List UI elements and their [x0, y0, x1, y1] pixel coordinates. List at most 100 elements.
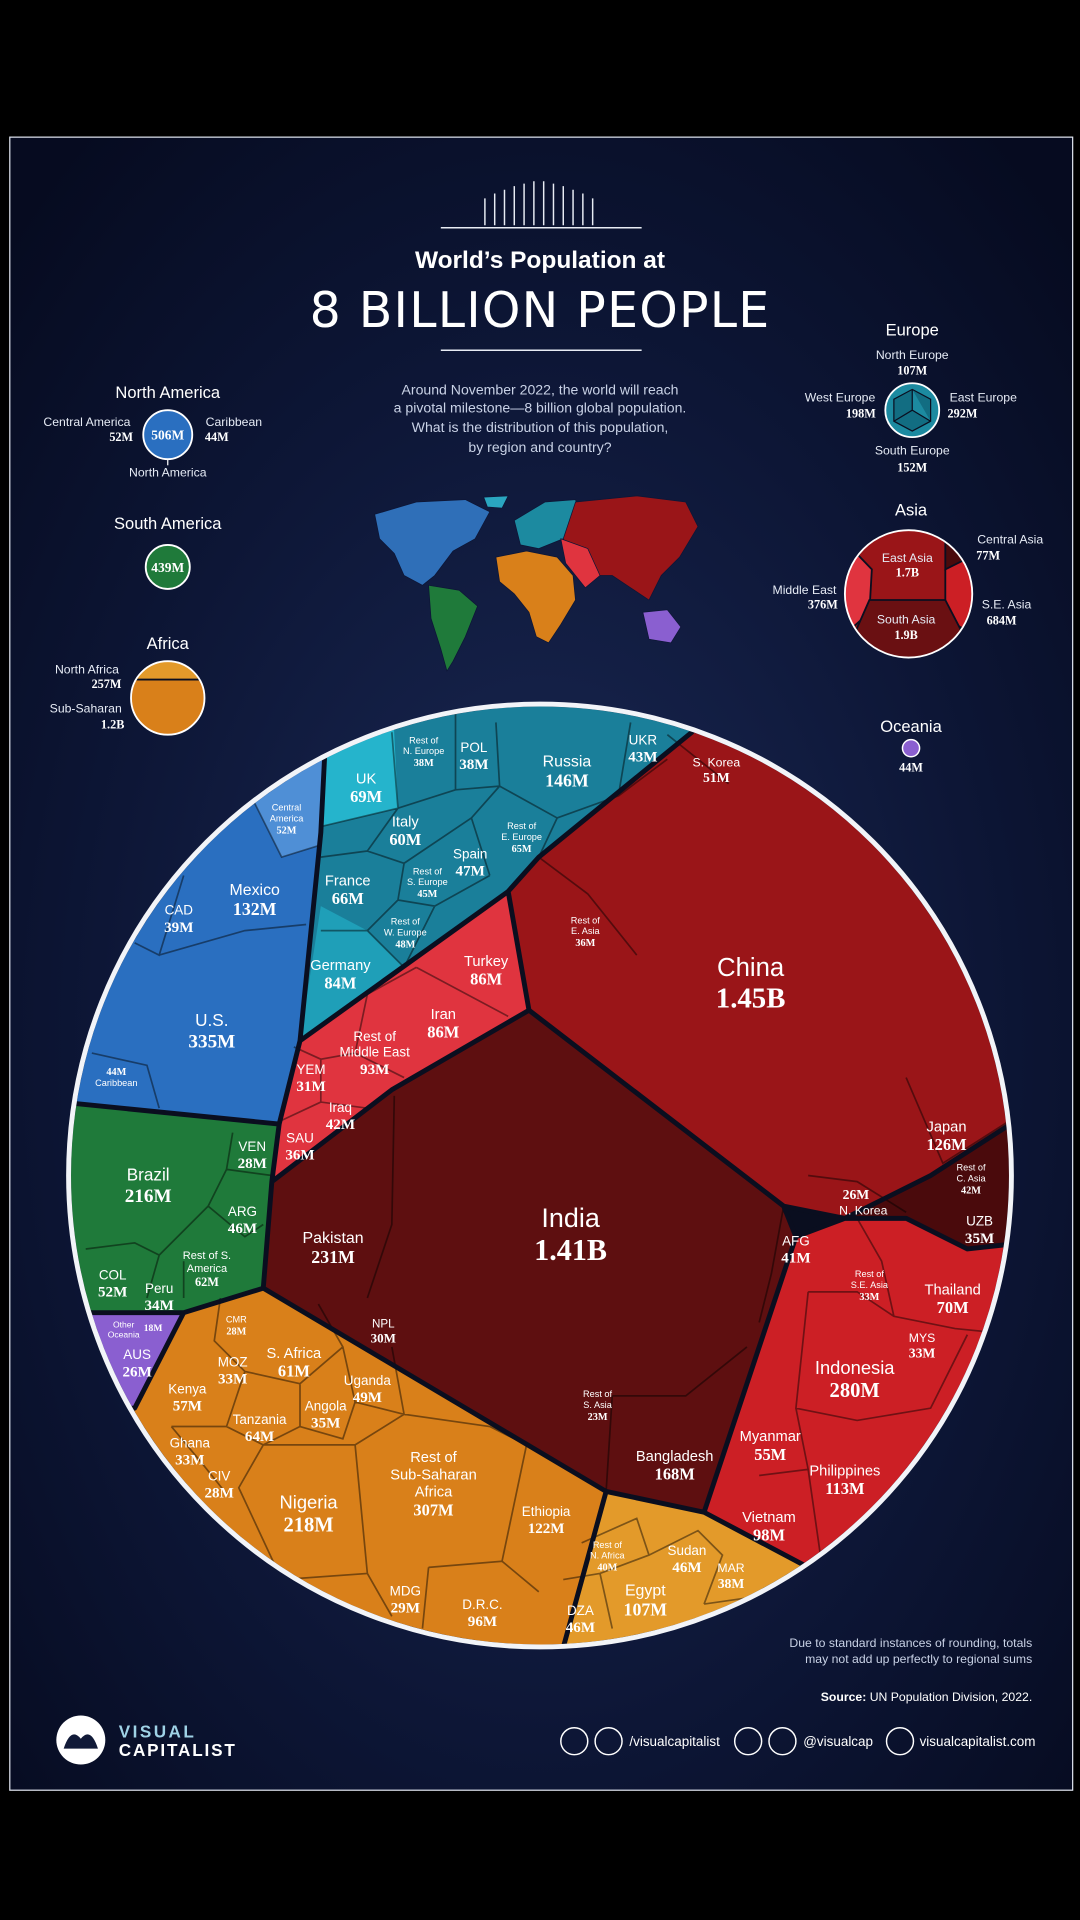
- source: Source: UN Population Division, 2022.: [821, 1690, 1033, 1704]
- cell-name: COL: [99, 1268, 127, 1283]
- cell-value: 44M: [106, 1067, 126, 1078]
- legend-value: 257M: [92, 677, 122, 691]
- region-title: Asia: [895, 501, 928, 520]
- cell-value: 86M: [427, 1022, 459, 1041]
- cell-value: 49M: [353, 1390, 382, 1406]
- cell-value: 46M: [228, 1221, 257, 1237]
- brand: VISUAL: [119, 1722, 197, 1742]
- cell-value: 62M: [195, 1275, 219, 1289]
- cell-value: 26M: [843, 1187, 870, 1202]
- legend-label: North Africa: [55, 662, 119, 676]
- cell-name: NPL: [372, 1317, 395, 1330]
- cell-value: 36M: [285, 1148, 314, 1164]
- cell-value: 93M: [360, 1062, 389, 1078]
- cell-name: CMR: [226, 1314, 247, 1324]
- cell-value: 84M: [324, 973, 356, 992]
- legend-label: Central Asia: [977, 533, 1043, 547]
- cell-value: 45M: [417, 889, 437, 900]
- cell-name: Angola: [305, 1399, 347, 1414]
- cell-name: MYS: [909, 1331, 936, 1345]
- cell-name: Oceania: [108, 1329, 140, 1339]
- legend-value: 107M: [897, 364, 927, 378]
- legend-label: S.E. Asia: [982, 598, 1032, 612]
- cell-value: 35M: [311, 1416, 340, 1432]
- legend-value: 198M: [846, 407, 876, 421]
- intro-line: Around November 2022, the world will rea…: [401, 381, 678, 397]
- cell-value: 28M: [226, 1327, 246, 1338]
- legend-value: 77M: [976, 549, 1000, 563]
- cell-name: Rest of S.: [183, 1250, 231, 1262]
- legend-label: East Europe: [950, 391, 1018, 405]
- cell-name: Mexico: [229, 882, 280, 899]
- cell-value: 33M: [175, 1452, 204, 1468]
- cell-name: S.E. Asia: [851, 1280, 889, 1290]
- cell-value: 46M: [672, 1560, 701, 1576]
- cell-name: Ghana: [170, 1435, 211, 1450]
- intro-line: What is the distribution of this populat…: [412, 419, 669, 435]
- cell-value: 98M: [753, 1526, 785, 1545]
- cell-name: India: [541, 1203, 599, 1233]
- cell-value: 30M: [371, 1330, 396, 1345]
- cell-name: AFG: [782, 1233, 810, 1248]
- cell-name: S. Korea: [693, 756, 741, 770]
- cell-value: 1.41B: [534, 1233, 607, 1267]
- cell-name: Rest of: [507, 821, 537, 831]
- region-title: North America: [115, 383, 220, 402]
- legend-label: North America: [129, 465, 207, 479]
- cell-value: 40M: [597, 1563, 617, 1574]
- cell-name: Rest of: [409, 735, 439, 745]
- region-title: Africa: [147, 634, 190, 653]
- legend-label: Middle East: [773, 583, 838, 597]
- title: World’s Population at: [415, 247, 665, 274]
- headline: 8 BILLION PEOPLE: [310, 282, 771, 339]
- cell-name: UKR: [629, 732, 658, 747]
- cell-name: Spain: [453, 846, 487, 861]
- legend-label: East Asia: [882, 551, 933, 565]
- cell-value: 231M: [311, 1247, 355, 1267]
- legend-value: 44M: [205, 430, 229, 444]
- cell-value: 66M: [332, 889, 364, 908]
- region-south-asia: [263, 1010, 796, 1513]
- cell-value: 335M: [188, 1032, 235, 1053]
- region-total: 439M: [151, 560, 184, 575]
- legend-label: West Europe: [805, 391, 876, 405]
- legend-label: Central America: [43, 415, 130, 429]
- source-text: UN Population Division, 2022.: [870, 1690, 1033, 1704]
- region-title: Oceania: [880, 717, 942, 736]
- region-title: Europe: [886, 321, 939, 340]
- cell-value: 57M: [173, 1399, 202, 1415]
- cell-name: UK: [356, 772, 377, 788]
- social-link[interactable]: /visualcapitalist: [629, 1734, 720, 1749]
- cell-name: France: [325, 873, 371, 889]
- legend-value: 1.7B: [896, 566, 919, 580]
- cell-name: U.S.: [195, 1010, 228, 1030]
- cell-value: 42M: [961, 1186, 981, 1197]
- cell-name: Rest of: [410, 1450, 457, 1466]
- cell-value: 28M: [205, 1486, 234, 1502]
- legend-label: South Europe: [875, 443, 950, 457]
- social-link[interactable]: @visualcap: [803, 1734, 873, 1749]
- cell-name: Uganda: [344, 1373, 392, 1388]
- cell-name: Turkey: [464, 954, 509, 970]
- cell-value: 52M: [277, 826, 297, 837]
- region-total: 506M: [151, 428, 184, 443]
- cell-name: Kenya: [168, 1381, 207, 1396]
- cell-value: 55M: [754, 1445, 786, 1464]
- cell-value: 38M: [459, 757, 488, 773]
- cell-value: 280M: [830, 1380, 880, 1402]
- cell-name: S. Europe: [407, 877, 448, 887]
- cell-name: Bangladesh: [636, 1449, 714, 1465]
- intro: Around November 2022, the world will rea…: [394, 381, 687, 455]
- cell-name: MDG: [390, 1584, 421, 1599]
- cell-name: POL: [460, 740, 487, 755]
- legend-label: Caribbean: [206, 415, 263, 429]
- legend-value: 1.9B: [894, 628, 917, 642]
- cell-name: Rest of: [583, 1389, 613, 1399]
- cell-name: Africa: [415, 1485, 453, 1501]
- cell-name: Brazil: [127, 1164, 170, 1184]
- legend-value: 376M: [808, 598, 838, 612]
- cell-name: Central: [272, 803, 302, 813]
- cell-name: UZB: [966, 1214, 993, 1229]
- social-link[interactable]: visualcapitalist.com: [920, 1734, 1036, 1749]
- note: may not add up perfectly to regional sum…: [805, 1652, 1032, 1666]
